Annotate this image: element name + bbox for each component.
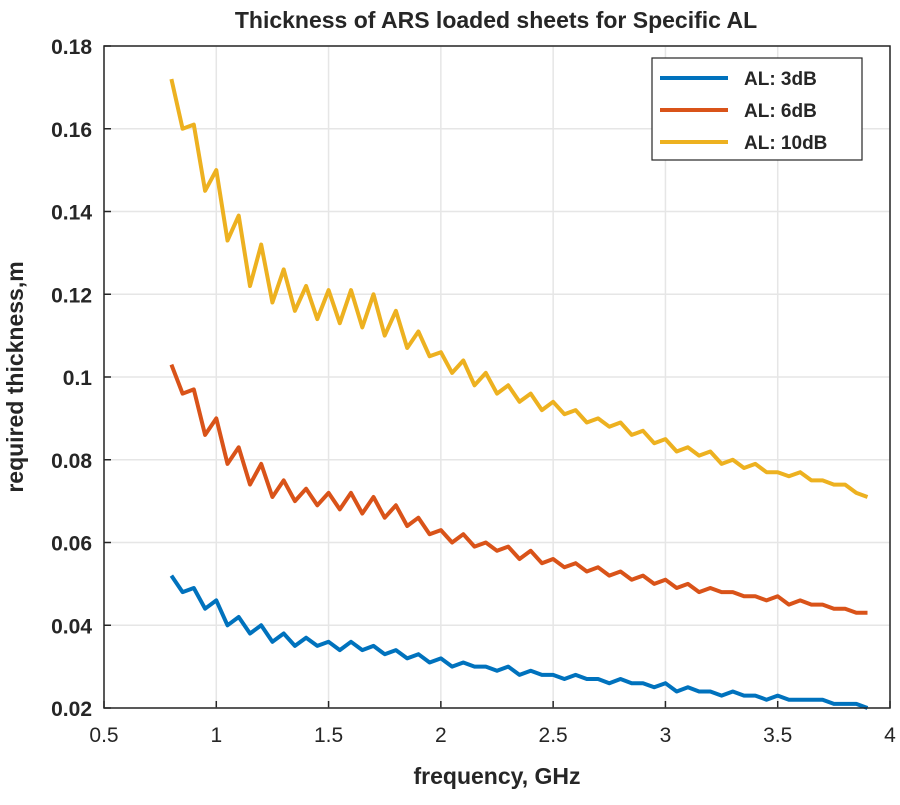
y-axis-label: required thickness,m xyxy=(2,261,28,492)
x-tick-label: 3 xyxy=(660,724,672,747)
legend-label: AL: 3dB xyxy=(744,69,817,90)
plot-area-frame xyxy=(103,45,891,709)
y-tick-label: 0.16 xyxy=(51,119,92,142)
y-tick-label: 0.14 xyxy=(51,202,92,225)
y-tick-label: 0.06 xyxy=(51,533,92,556)
y-tick-label: 0.08 xyxy=(51,450,92,473)
y-tick-label: 0.02 xyxy=(51,698,92,721)
x-tick-label: 1 xyxy=(210,724,222,747)
series-line-0 xyxy=(169,574,869,710)
y-tick-label: 0.1 xyxy=(63,367,93,390)
x-tick-label: 2 xyxy=(435,724,447,747)
legend: AL: 3dB AL: 6dB AL: 10dB xyxy=(651,57,863,161)
x-tick-label: 1.5 xyxy=(314,724,343,747)
x-tick-label: 0.5 xyxy=(89,724,118,747)
legend-label: AL: 10dB xyxy=(744,133,827,154)
y-tick-label: 0.04 xyxy=(51,615,92,638)
x-axis-label: frequency, GHz xyxy=(414,763,581,789)
x-tick-label: 4 xyxy=(884,724,896,747)
legend-label: AL: 6dB xyxy=(744,101,817,122)
tick-labels: 0.5 1 1.5 2 2.5 3 3.5 4 0.02 0.04 0.06 0.08 0.1 0.12 0… xyxy=(51,36,896,747)
x-tick-label: 2.5 xyxy=(539,724,568,747)
y-tick-label: 0.12 xyxy=(51,284,92,307)
chart-title: Thickness of ARS loaded sheets for Speci… xyxy=(235,7,757,33)
series-line-1 xyxy=(169,363,868,615)
series-line-2 xyxy=(169,78,869,499)
y-tick-label: 0.18 xyxy=(51,36,92,59)
series-group xyxy=(169,78,869,710)
x-tick-label: 3.5 xyxy=(763,724,792,747)
